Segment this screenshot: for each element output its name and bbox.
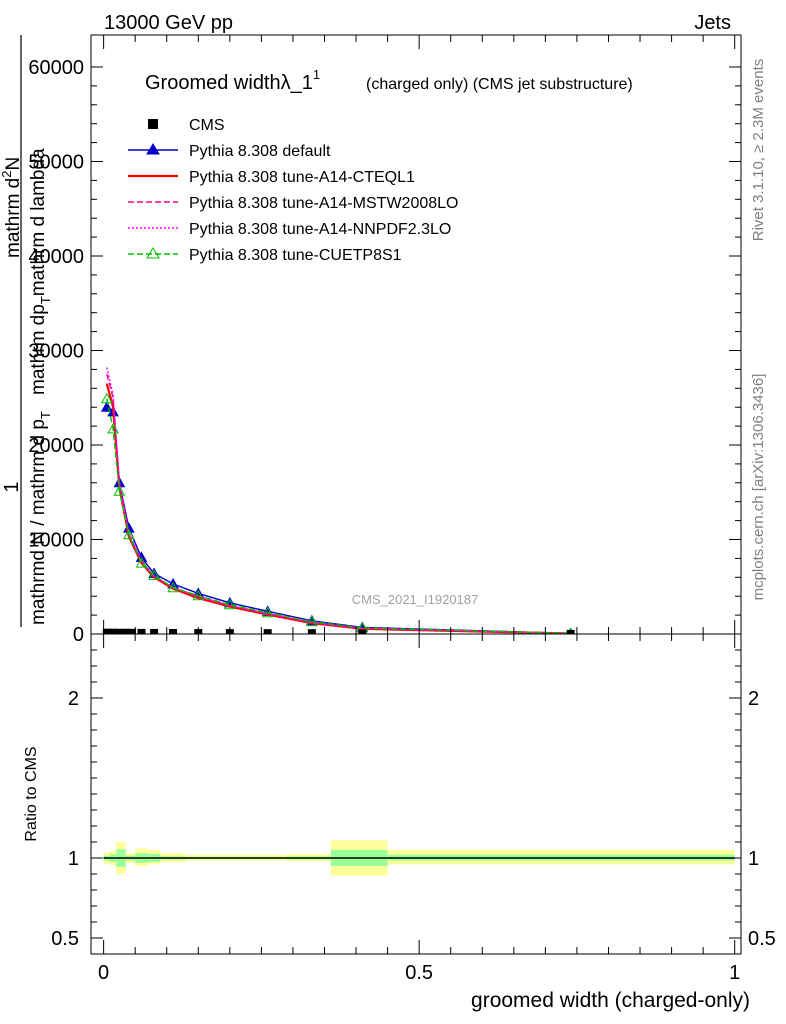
cms-data-point [307,629,316,634]
y-tick-label-upper: 60000 [28,57,84,79]
ylabel-denominator: mathrmd N / mathrm d pT [28,411,53,625]
x-tick-label: 0.5 [405,962,433,984]
y-tick-label-lower: 2 [68,688,79,710]
cms-data-point [263,629,272,634]
analysis-watermark: CMS_2021_I1920187 [352,592,479,607]
y-tick-label-upper: 30000 [28,341,84,363]
series-marker-default [100,401,113,412]
series-marker-cuetp8s1 [113,485,126,496]
chart-title-main: Groomed widthλ_1 [145,72,313,94]
legend-label-default: Pythia 8.308 default [189,143,331,160]
ylabel-one: 1 [1,481,23,492]
ylabel-numerator-2: mathrm dpTmathrm d lambda [28,148,53,395]
y-tick-label-upper: 20000 [28,435,84,457]
series-line-cuetp8s1 [106,398,571,634]
cms-data-point [121,628,130,634]
series-marker-cuetp8s1 [306,615,318,627]
chart-title-sup: 1 [313,67,320,82]
cms-data-point [566,629,575,634]
series-marker-cuetp8s1 [192,589,205,601]
legend-label-nnpdf: Pythia 8.308 tune-A14-NNPDF2.3LO [189,221,451,238]
legend-marker-cuetp8s1 [146,247,160,259]
chart-title-note: (charged only) (CMS jet substructure) [366,76,633,93]
lower-frame [90,633,742,955]
rivet-label: Rivet 3.1.10, ≥ 2.3M events [750,59,767,242]
y-tick-label-upper: 50000 [28,152,84,174]
legend-label-cms: CMS [189,117,225,134]
chart-title: Groomed widthλ_11 [145,67,320,94]
cms-data-point [358,629,367,634]
series-marker-cuetp8s1 [107,422,119,434]
curves [100,367,575,634]
cms-data-point [169,629,178,634]
ylabel-numerator-1: mathrm d2N [0,157,24,258]
y-tick-label-lower: 1 [68,848,79,870]
y-tick-label-upper: 10000 [28,530,84,552]
cms-data-point [109,628,118,634]
cms-data-point [128,628,137,634]
cms-data-point [137,628,146,634]
series-line-default [106,406,571,634]
y-tick-label-upper: 40000 [28,246,84,268]
ylabel-num1: mathrm d [3,178,24,258]
series-line-mstw [106,373,571,634]
x-tick-label: 0 [98,962,109,984]
y-tick-label-lower-right: 1 [748,848,759,870]
ylabel-den-sub: T [38,411,53,419]
cms-data-point [115,628,124,634]
y-tick-label-lower: 0.5 [51,928,79,950]
ylabel-num3: mathrm dp [28,304,49,395]
legend-label-cuetp8s1: Pythia 8.308 tune-CUETP8S1 [189,247,402,264]
energy-label: 13000 GeV pp [104,12,233,34]
ylabel-num3-sub: T [38,296,53,304]
legend-label-mstw: Pythia 8.308 tune-A14-MSTW2008LO [189,195,458,212]
x-tick-label: 1 [729,962,740,984]
series-line-cteql1 [105,383,571,634]
ylabel-num4: mathrm d lambda [28,148,49,296]
legend-label-cteql1: Pythia 8.308 tune-A14-CTEQL1 [189,169,415,186]
axis-ticks: 0 10000 20000 30000 40000 50000 60000 0.5 0.5 1 1 2… [28,35,776,984]
legend: CMS Pythia 8.308 default Pythia 8.308 tune… [128,117,458,264]
series-marker-cuetp8s1 [148,569,160,580]
mcplots-label: mcplots.cern.ch [arXiv:1306.3436] [750,374,767,601]
series-marker-cuetp8s1 [167,581,179,593]
y-axis-label-upper: 1 mathrmd N / mathrm d pT mathrm d2N mat… [0,35,53,627]
legend-marker-cms [148,119,158,129]
legend-marker-default [146,143,160,155]
series-line-nnpdf [106,367,571,634]
ylabel-den-text: mathrmd N / mathrm d p [28,419,49,625]
y-tick-label-lower-right: 0.5 [748,928,776,950]
series-marker-cuetp8s1 [123,528,135,540]
x-axis-label: groomed width (charged-only) [471,989,750,1012]
cms-data-point [102,628,111,634]
y-tick-label-upper: 0 [73,624,84,646]
series-marker-cuetp8s1 [100,392,113,404]
y-tick-label-lower-right: 2 [748,688,759,710]
y-axis-label-lower: Ratio to CMS [23,746,40,841]
series-marker-cuetp8s1 [135,557,148,568]
process-label: Jets [694,12,731,34]
series-marker-cuetp8s1 [223,598,236,610]
ylabel-num2: N [3,157,24,171]
cms-data-point [150,628,159,634]
series-marker-cuetp8s1 [261,606,274,618]
ylabel-num1-sup: 2 [0,171,14,178]
